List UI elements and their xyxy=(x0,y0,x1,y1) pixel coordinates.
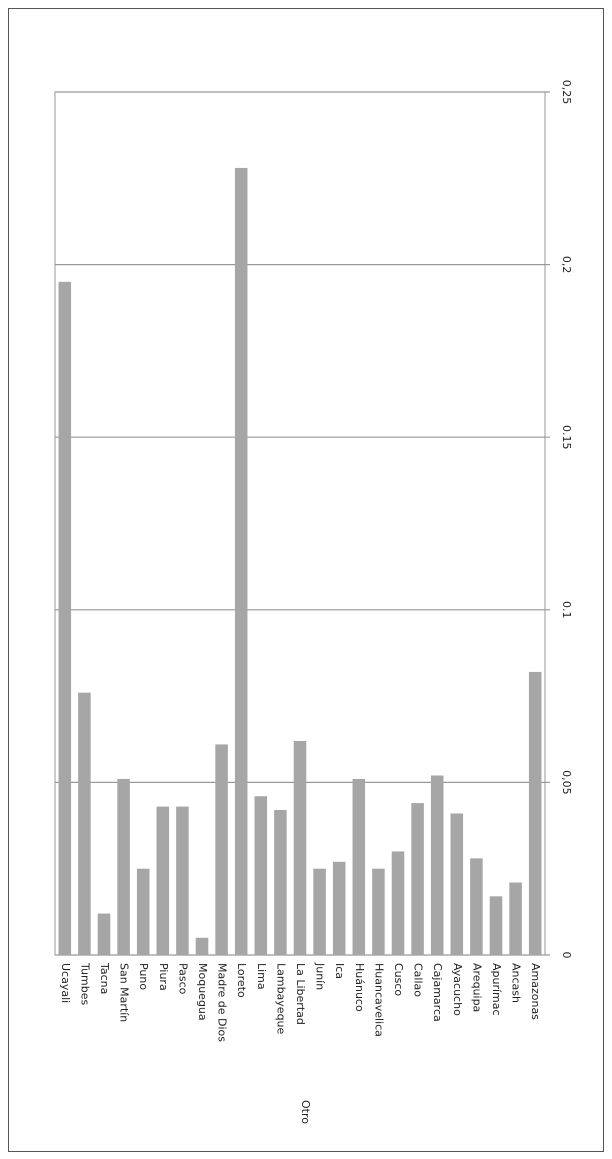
bar xyxy=(411,803,424,955)
x-tick-label: San Martín xyxy=(118,963,131,1022)
x-tick-label: Puno xyxy=(137,963,150,990)
y-tick-label: 0,2 xyxy=(560,256,573,274)
y-tick-label: 0 xyxy=(560,952,573,959)
x-tick-label: Pasco xyxy=(176,963,189,995)
x-tick-label: Junín xyxy=(314,962,327,990)
bar xyxy=(156,806,170,955)
x-tick-label: Cusco xyxy=(392,963,405,996)
bar xyxy=(274,810,287,955)
bar xyxy=(332,861,346,955)
x-tick-label: Moquegua xyxy=(196,963,209,1021)
bar xyxy=(528,671,542,955)
bar xyxy=(489,896,503,955)
y-tick-label: 0,05 xyxy=(560,770,573,795)
x-tick-label: Lima xyxy=(255,963,268,990)
x-tick-label: Huánuco xyxy=(353,963,366,1012)
bar xyxy=(391,851,405,955)
x-tick-label: Arequipa xyxy=(470,963,483,1012)
bar xyxy=(254,796,268,955)
bar xyxy=(372,868,385,955)
x-tick-label: Callao xyxy=(412,963,425,997)
axis-title: Otro xyxy=(299,1100,312,1124)
x-tick-label: Piura xyxy=(157,963,170,991)
x-tick-label: Ancash xyxy=(510,963,523,1003)
bar xyxy=(195,937,209,955)
x-tick-label: Cajamarca xyxy=(431,963,444,1022)
bar xyxy=(58,281,72,955)
bar xyxy=(97,913,111,955)
bar xyxy=(78,692,91,955)
bar xyxy=(215,744,228,955)
bar xyxy=(450,813,464,955)
bar xyxy=(470,858,483,955)
x-tick-label: Loreto xyxy=(235,963,248,998)
bar xyxy=(234,167,248,956)
x-tick-label: Tacna xyxy=(98,962,111,994)
bar xyxy=(313,868,326,955)
bar xyxy=(293,740,307,955)
x-tick-label: Tumbes xyxy=(78,962,91,1005)
x-tick-label: Madre de Dios xyxy=(216,963,229,1042)
y-tick-label: 0,25 xyxy=(560,80,573,105)
x-tick-label: Ucayali xyxy=(59,963,72,1003)
bar xyxy=(509,882,522,955)
bar xyxy=(430,775,444,955)
x-tick-label: Ica xyxy=(333,963,346,979)
x-tick-label: Lambayeque xyxy=(274,963,287,1035)
x-tick-label: La Libertad xyxy=(294,963,307,1025)
y-tick-label: 0.1 xyxy=(560,601,573,619)
bar xyxy=(352,778,366,955)
x-tick-label: Ayacucho xyxy=(451,963,464,1016)
outer-border xyxy=(8,8,604,1152)
bar xyxy=(117,778,130,955)
bar xyxy=(136,868,150,955)
x-tick-label: Amazonas xyxy=(529,963,542,1020)
x-tick-label: Apurímac xyxy=(490,963,503,1016)
y-tick-label: 0.15 xyxy=(560,425,573,450)
x-tick-label: Huancavelica xyxy=(372,963,385,1037)
bar xyxy=(176,806,189,955)
